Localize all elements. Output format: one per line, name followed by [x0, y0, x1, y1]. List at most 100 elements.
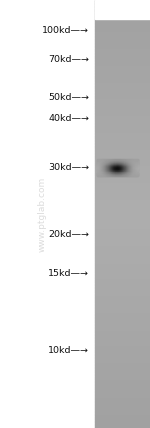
Bar — [95, 250, 150, 251]
Bar — [95, 337, 150, 338]
Bar — [95, 60, 150, 61]
Bar — [95, 365, 150, 367]
Bar — [95, 397, 150, 398]
Bar — [95, 111, 150, 113]
Bar — [95, 317, 150, 318]
Text: 20kd—→: 20kd—→ — [48, 230, 89, 239]
Bar — [95, 140, 150, 141]
Bar — [95, 1, 150, 3]
Bar — [95, 395, 150, 397]
Bar — [95, 273, 150, 274]
Bar — [95, 123, 150, 124]
Bar — [95, 98, 150, 100]
Bar — [95, 46, 150, 47]
Bar — [95, 138, 150, 140]
Bar — [95, 130, 150, 131]
Bar — [95, 411, 150, 412]
Bar — [95, 91, 150, 93]
Bar — [95, 231, 150, 232]
Bar — [95, 160, 150, 161]
Bar — [95, 167, 150, 168]
Bar — [95, 80, 150, 81]
Bar — [95, 374, 150, 375]
Bar — [95, 304, 150, 305]
Bar — [95, 357, 150, 358]
Bar — [95, 388, 150, 389]
Bar — [95, 190, 150, 191]
Bar — [95, 385, 150, 386]
Bar — [95, 103, 150, 104]
Bar — [95, 424, 150, 425]
Bar — [95, 201, 150, 202]
Bar — [95, 0, 150, 1]
Bar — [95, 321, 150, 322]
Bar — [95, 415, 150, 416]
Bar — [95, 119, 150, 120]
Bar — [95, 305, 150, 307]
Bar — [95, 127, 150, 128]
Bar — [95, 235, 150, 237]
Bar — [95, 168, 150, 170]
Bar — [95, 54, 150, 56]
Bar — [95, 240, 150, 241]
Bar — [95, 300, 150, 301]
Bar — [95, 354, 150, 355]
Bar — [95, 172, 150, 174]
Bar — [95, 34, 150, 36]
Bar — [95, 202, 150, 204]
Bar — [95, 277, 150, 278]
Bar — [95, 50, 150, 51]
Bar — [95, 381, 150, 382]
Bar — [95, 318, 150, 320]
Bar — [95, 401, 150, 402]
Bar — [95, 12, 150, 13]
Bar — [95, 247, 150, 248]
Bar — [95, 104, 150, 106]
Bar — [95, 77, 150, 78]
Bar — [95, 36, 150, 37]
Bar — [95, 61, 150, 63]
Bar — [95, 386, 150, 388]
Bar — [95, 194, 150, 196]
Bar — [95, 166, 150, 167]
Bar — [95, 311, 150, 312]
Bar — [95, 274, 150, 275]
Bar — [95, 338, 150, 339]
Bar — [95, 93, 150, 94]
Bar — [95, 331, 150, 333]
Bar — [95, 297, 150, 298]
Bar — [95, 294, 150, 295]
Bar — [95, 147, 150, 149]
Bar — [95, 398, 150, 399]
Bar — [95, 197, 150, 198]
Bar — [95, 268, 150, 270]
Bar — [95, 158, 150, 160]
Bar — [95, 238, 150, 240]
Bar — [95, 64, 150, 65]
Bar — [95, 350, 150, 351]
Bar — [95, 86, 150, 87]
Bar — [95, 265, 150, 267]
Bar — [95, 342, 150, 344]
Bar — [95, 334, 150, 335]
Bar — [95, 184, 150, 185]
Bar — [95, 256, 150, 257]
Bar — [95, 57, 150, 59]
Text: 100kd—→: 100kd—→ — [42, 26, 89, 36]
Bar — [95, 0, 150, 19]
Bar — [95, 394, 150, 395]
Bar — [95, 14, 150, 16]
Bar — [95, 161, 150, 163]
Bar — [95, 347, 150, 348]
Bar — [95, 94, 150, 95]
Bar — [95, 20, 150, 21]
Bar — [95, 270, 150, 271]
Bar — [95, 248, 150, 250]
Bar — [95, 382, 150, 384]
Bar — [95, 328, 150, 330]
Bar — [95, 43, 150, 44]
Bar — [95, 81, 150, 83]
Bar — [95, 292, 150, 294]
Bar — [95, 29, 150, 30]
Bar — [95, 146, 150, 147]
